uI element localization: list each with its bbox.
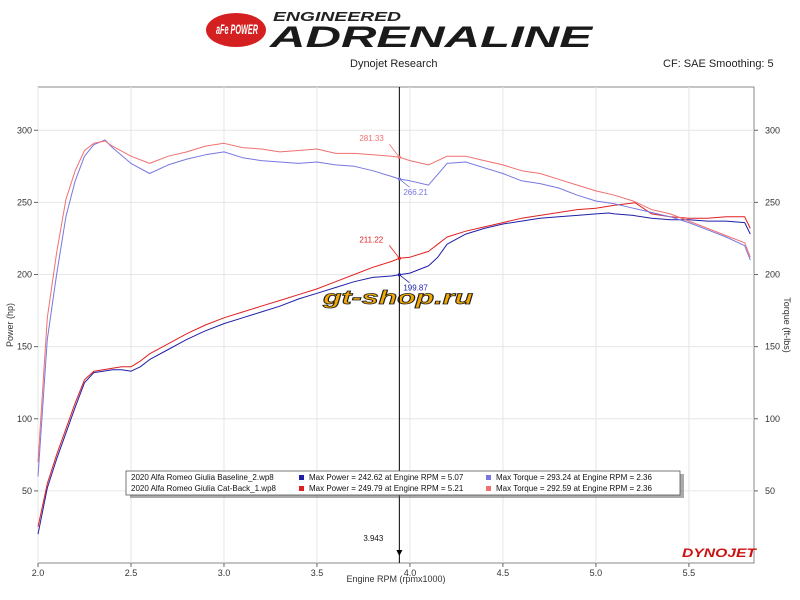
legend-swatch-torque-baseline — [486, 475, 491, 480]
annotation-marker — [397, 273, 401, 277]
rpm-cursor-arrow — [396, 550, 403, 556]
annotation-marker — [397, 256, 401, 260]
x-tick-label: 4.5 — [497, 568, 510, 578]
legend-power-catback: Max Power = 249.79 at Engine RPM = 5.21 — [309, 484, 464, 493]
x-tick-label: 3.5 — [311, 568, 324, 578]
annotation-leader — [399, 178, 410, 188]
afe-logo: aFe POWER — [206, 13, 266, 47]
legend: 2020 Alfa Romeo Giulia Baseline_2.wp8 Ma… — [125, 470, 684, 498]
afe-logo-text: aFe POWER — [216, 21, 258, 37]
y-right-tick-label: 150 — [765, 342, 780, 352]
annotation-leader — [389, 143, 400, 158]
annotation-label: 266.21 — [403, 188, 428, 197]
x-tick-label: 2.5 — [125, 568, 138, 578]
x-axis-ticks: 2.0 2.5 3.0 3.5 4.0 4.5 5.0 5.5 — [32, 563, 695, 578]
y-right-tick-label: 100 — [765, 414, 780, 424]
legend-row: 2020 Alfa Romeo Giulia Baseline_2.wp8 Ma… — [131, 473, 653, 482]
y-right-tick-label: 50 — [765, 486, 775, 496]
y-axis-right-ticks: 50 100 150 200 250 300 — [754, 125, 780, 496]
y-axis-left-ticks: 50 100 150 200 250 300 — [17, 125, 38, 496]
watermark-text: gt-shop.ru — [321, 288, 473, 309]
y-right-tick-label: 300 — [765, 125, 780, 135]
y-right-tick-label: 250 — [765, 197, 780, 207]
legend-file-baseline: 2020 Alfa Romeo Giulia Baseline_2.wp8 — [131, 473, 274, 482]
annotation-label: 199.87 — [403, 284, 428, 293]
y-right-tick-label: 200 — [765, 270, 780, 280]
cf-smoothing-text: CF: SAE Smoothing: 5 — [663, 58, 774, 70]
legend-swatch-power-baseline — [299, 475, 304, 480]
chart-subtitle: Dynojet Research — [350, 58, 437, 70]
annotation-leader — [399, 274, 410, 284]
y-left-tick-label: 300 — [17, 125, 32, 135]
legend-row: 2020 Alfa Romeo Giulia Cat-Back_1.wp8 Ma… — [131, 484, 653, 493]
y-left-tick-label: 100 — [17, 414, 32, 424]
x-axis-title: Engine RPM (rpmx1000) — [346, 574, 445, 584]
annotation-leader — [389, 245, 400, 259]
x-tick-label: 4.0 — [404, 568, 417, 578]
legend-torque-baseline: Max Torque = 293.24 at Engine RPM = 2.36 — [496, 473, 653, 482]
series-line-power-0 — [37, 212, 751, 535]
banner-line-1: ENGINEERED — [273, 9, 402, 24]
y-left-tick-label: 50 — [22, 486, 32, 496]
rpm-cursor-label: 3.943 — [363, 534, 384, 543]
banner-line-2: ADRENALINE — [268, 21, 593, 54]
legend-file-catback: 2020 Alfa Romeo Giulia Cat-Back_1.wp8 — [131, 484, 277, 493]
dynojet-logo: DYNOJET — [682, 546, 758, 560]
y-left-tick-label: 250 — [17, 197, 32, 207]
y-axis-left-title: Power (hp) — [5, 303, 15, 347]
afe-logo-badge — [206, 13, 266, 47]
annotation-marker — [397, 155, 401, 159]
x-tick-label: 3.0 — [218, 568, 231, 578]
y-axis-right-title: Torque (ft-lbs) — [782, 297, 792, 353]
legend-box — [125, 470, 681, 496]
legend-power-baseline: Max Power = 242.62 at Engine RPM = 5.07 — [309, 473, 464, 482]
watermark: gt-shop.ru — [321, 288, 474, 310]
legend-torque-catback: Max Torque = 292.59 at Engine RPM = 2.36 — [496, 484, 653, 493]
series-line-torque-3 — [37, 140, 751, 463]
series-lines — [37, 139, 751, 535]
x-tick-label: 2.0 — [32, 568, 45, 578]
x-tick-label: 5.5 — [683, 568, 696, 578]
annotation-marker — [397, 177, 401, 181]
annotation-label: 211.22 — [359, 235, 383, 244]
legend-swatch-power-catback — [299, 486, 304, 491]
legend-swatch-torque-catback — [486, 486, 491, 491]
y-left-tick-label: 150 — [17, 342, 32, 352]
x-tick-label: 5.0 — [590, 568, 603, 578]
cursor-annotations: 281.33 266.21 211.22 199.87 — [359, 134, 428, 292]
annotation-label: 281.33 — [359, 134, 384, 143]
y-left-tick-label: 200 — [17, 270, 32, 280]
